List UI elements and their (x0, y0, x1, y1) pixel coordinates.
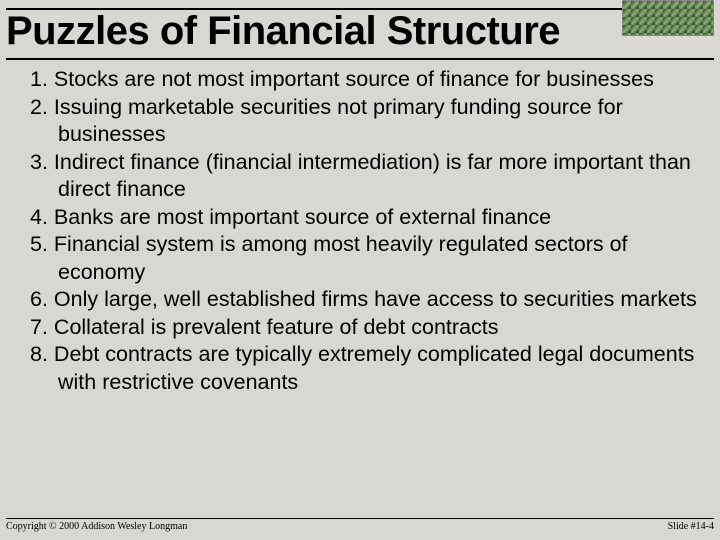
footer-slide-number: Slide #14-4 (668, 521, 714, 532)
numbered-list: Stocks are not most important source of … (30, 66, 700, 396)
list-item: Indirect finance (financial intermediati… (30, 149, 700, 204)
list-item: Financial system is among most heavily r… (30, 231, 700, 286)
slide-footer: Copyright © 2000 Addison Wesley Longman … (6, 518, 714, 536)
list-item: Debt contracts are typically extremely c… (30, 341, 700, 396)
list-item: Collateral is prevalent feature of debt … (30, 314, 700, 342)
list-item: Only large, well established firms have … (30, 286, 700, 314)
list-item: Issuing marketable securities not primar… (30, 94, 700, 149)
slide-title: Puzzles of Financial Structure (6, 10, 714, 52)
list-item: Stocks are not most important source of … (30, 66, 700, 94)
slide-body: Stocks are not most important source of … (30, 66, 700, 512)
footer-copyright: Copyright © 2000 Addison Wesley Longman (6, 521, 187, 532)
slide: Puzzles of Financial Structure Stocks ar… (0, 0, 720, 540)
title-underline-rule (6, 58, 714, 60)
list-item: Banks are most important source of exter… (30, 204, 700, 232)
